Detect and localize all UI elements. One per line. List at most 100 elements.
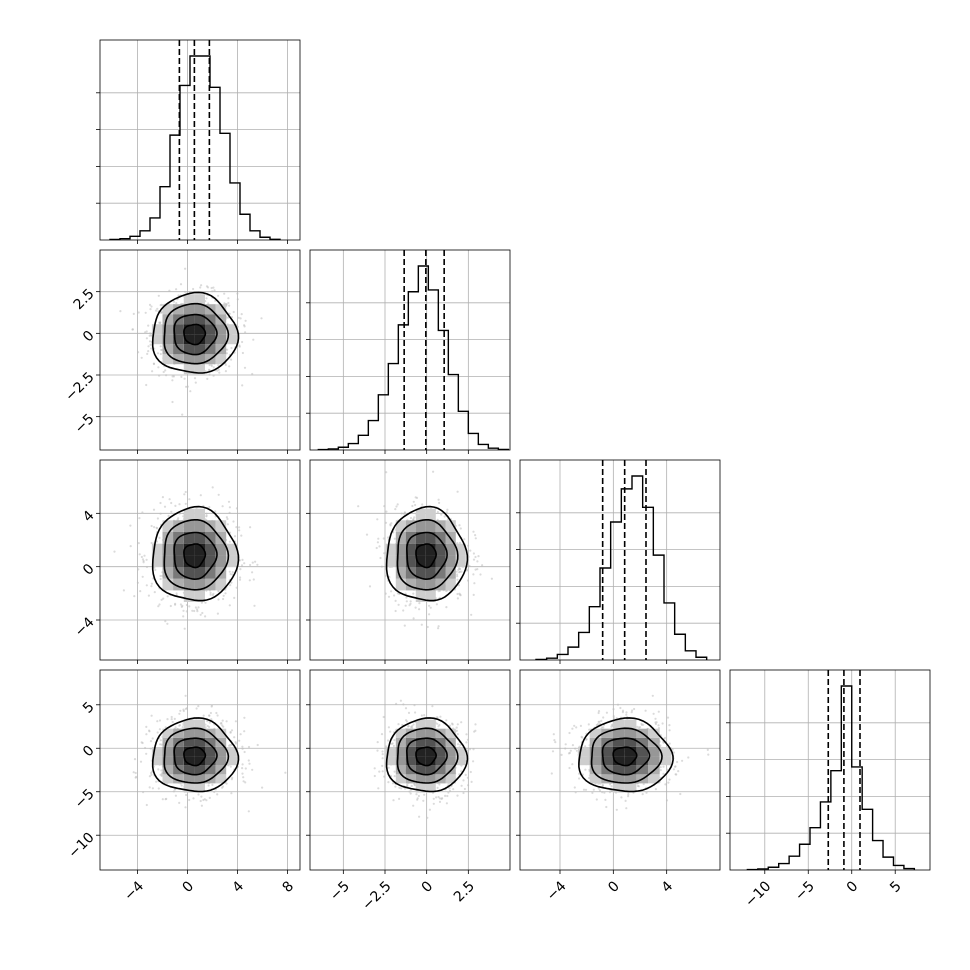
density-cell — [395, 543, 406, 556]
scatter-point — [405, 596, 408, 599]
scatter-point — [175, 288, 178, 291]
density-cell — [395, 765, 406, 775]
scatter-point — [164, 798, 167, 801]
scatter-point — [229, 765, 232, 768]
density-cell — [415, 765, 426, 775]
plot-area — [100, 250, 300, 450]
scatter-point — [243, 366, 247, 369]
x-tick-label: 2.5 — [451, 878, 478, 905]
scatter-point — [456, 743, 460, 746]
x-tick-label: 0 — [844, 878, 862, 896]
contour-level — [173, 737, 218, 776]
scatter-point — [208, 363, 211, 367]
scatter-point — [378, 545, 381, 548]
panel-p2-2 — [516, 459, 721, 664]
contour-level — [173, 313, 218, 356]
scatter-point — [170, 718, 173, 721]
scatter-point — [469, 770, 472, 774]
scatter-point — [139, 760, 143, 763]
scatter-point — [220, 722, 223, 725]
scatter-point — [378, 770, 381, 773]
density-cell — [194, 314, 205, 325]
scatter-point — [243, 325, 246, 328]
scatter-point — [212, 286, 215, 289]
scatter-point — [217, 364, 220, 367]
density-cell — [385, 543, 396, 556]
scatter-point — [249, 563, 252, 567]
density-cell — [162, 555, 174, 567]
scatter-point — [415, 793, 418, 796]
scatter-point — [247, 745, 251, 749]
scatter-point — [166, 718, 169, 721]
density-cell — [395, 532, 406, 544]
scatter-point — [410, 784, 413, 788]
scatter-point — [196, 608, 199, 611]
density-cell — [183, 783, 195, 793]
density-cell — [183, 364, 195, 375]
contour-level — [415, 543, 438, 569]
scatter-point — [142, 791, 145, 794]
density-cell — [173, 543, 184, 556]
scatter-point — [185, 603, 188, 607]
scatter-point — [227, 500, 231, 503]
scatter-point — [391, 782, 395, 785]
density-cell — [215, 334, 227, 345]
scatter-point — [412, 592, 415, 595]
density-cell — [415, 578, 426, 591]
scatter-point — [455, 726, 458, 729]
density-cell — [183, 532, 195, 544]
scatter-point — [241, 558, 244, 562]
density-cell — [215, 756, 227, 766]
scatter-point — [208, 373, 211, 376]
scatter-point — [143, 554, 146, 557]
scatter-point — [233, 596, 236, 600]
scatter-point — [381, 764, 384, 768]
scatter-point — [183, 377, 186, 380]
scatter-point — [170, 510, 173, 513]
scatter-point — [151, 787, 154, 790]
scatter-point — [235, 526, 238, 529]
scatter-point — [204, 615, 207, 618]
density-cell — [173, 555, 184, 567]
scatter-point — [458, 541, 462, 544]
scatter-point — [207, 784, 210, 787]
scatter-point — [229, 584, 232, 587]
scatter-point — [414, 606, 417, 609]
scatter-point — [238, 578, 242, 581]
y-tick-label: 5 — [80, 699, 98, 717]
plot-area — [100, 670, 300, 870]
scatter-point — [249, 526, 252, 529]
density-cell — [395, 578, 406, 591]
scatter-point — [141, 511, 144, 514]
density-cell — [425, 719, 436, 729]
scatter-point — [256, 743, 259, 747]
density-cell — [215, 728, 227, 738]
scatter-point — [456, 575, 459, 578]
scatter-point — [202, 798, 205, 802]
scatter-point — [393, 537, 396, 540]
scatter-point — [147, 324, 150, 327]
scatter-point — [404, 604, 407, 607]
scatter-point — [458, 571, 461, 574]
scatter-point — [381, 757, 384, 760]
scatter-point — [423, 793, 426, 796]
density-cell — [183, 567, 195, 579]
scatter-point — [222, 594, 225, 597]
scatter-point — [199, 286, 202, 289]
scatter-point — [226, 523, 229, 526]
scatter-point — [148, 786, 151, 789]
panel-p0-0 — [96, 39, 301, 244]
scatter-point — [172, 300, 176, 303]
scatter-point — [129, 524, 132, 527]
scatter-point — [200, 284, 203, 287]
density-cell — [205, 765, 216, 775]
scatter-point — [151, 370, 154, 373]
scatter-point — [221, 786, 224, 789]
scatter-point — [412, 500, 415, 503]
scatter-point — [148, 303, 152, 306]
scatter-point — [164, 369, 167, 372]
contour-level — [396, 519, 459, 591]
contour-level — [163, 519, 230, 591]
panel-p1-0: −5−2.502.5 — [62, 249, 301, 454]
density-cell — [205, 334, 216, 345]
